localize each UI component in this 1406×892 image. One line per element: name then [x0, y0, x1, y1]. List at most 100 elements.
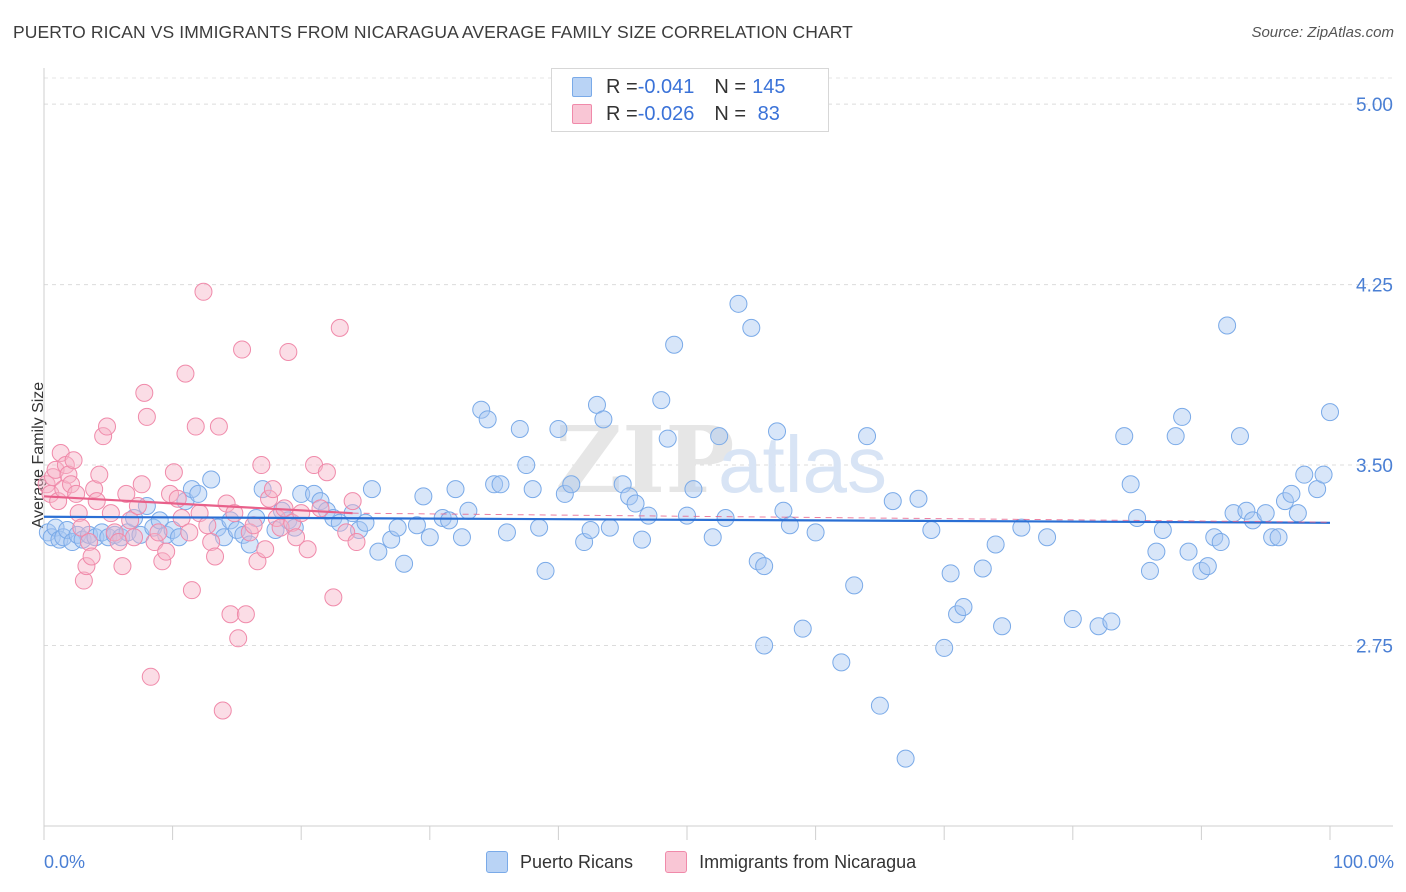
point-puerto-rican [710, 427, 729, 446]
correlation-legend: R = -0.041 N = 145 R = -0.026 N = 83 [551, 68, 829, 132]
point-nicaragua [77, 557, 96, 576]
point-puerto-rican [292, 484, 311, 503]
point-puerto-rican [1282, 484, 1301, 503]
point-nicaragua [343, 492, 362, 511]
point-puerto-rican [407, 516, 426, 535]
point-puerto-rican [1166, 427, 1185, 446]
point-puerto-rican [253, 480, 272, 499]
point-puerto-rican [362, 480, 381, 499]
point-puerto-rican [768, 422, 787, 441]
series-legend-nicaragua: Immigrants from Nicaragua [665, 851, 916, 873]
point-nicaragua [292, 504, 311, 523]
legend-row-puerto-rican: R = -0.041 N = 145 [572, 74, 785, 100]
point-puerto-rican [1288, 504, 1307, 523]
point-puerto-rican [369, 542, 388, 561]
point-nicaragua [82, 547, 101, 566]
point-puerto-rican [678, 506, 696, 525]
point-nicaragua [125, 528, 144, 547]
point-nicaragua [176, 364, 195, 383]
point-puerto-rican [665, 335, 684, 354]
point-nicaragua [149, 523, 168, 542]
point-puerto-rican [1198, 557, 1217, 576]
point-puerto-rican [497, 523, 516, 542]
point-puerto-rican [581, 521, 600, 540]
point-puerto-rican [1256, 504, 1275, 523]
legend-swatch-nicaragua [572, 104, 592, 124]
series-swatch-puerto-rican [486, 851, 508, 873]
point-puerto-rican [452, 528, 471, 547]
legend-r-label: R = [606, 75, 638, 98]
point-nicaragua [256, 540, 275, 559]
point-nicaragua [233, 340, 252, 359]
point-puerto-rican [896, 749, 915, 768]
point-puerto-rican [478, 410, 497, 429]
point-puerto-rican [954, 598, 973, 617]
point-puerto-rican [485, 475, 504, 494]
point-puerto-rican [1173, 407, 1192, 426]
point-puerto-rican [1012, 518, 1031, 537]
point-puerto-rican [459, 501, 478, 520]
point-puerto-rican [189, 484, 208, 503]
point-nicaragua [347, 533, 366, 552]
point-nicaragua [180, 523, 199, 542]
legend-n-label: N = [714, 102, 747, 125]
series-legend: Puerto Ricans Immigrants from Nicaragua [486, 851, 948, 873]
point-puerto-rican [440, 511, 459, 530]
point-puerto-rican [909, 489, 928, 508]
point-puerto-rican [1295, 465, 1314, 484]
point-nicaragua [98, 417, 117, 436]
point-puerto-rican [420, 528, 439, 547]
point-puerto-rican [311, 492, 330, 511]
series-legend-puerto-rican: Puerto Ricans [486, 851, 633, 873]
point-nicaragua [330, 318, 349, 337]
point-nicaragua [90, 465, 109, 484]
point-puerto-rican [600, 518, 619, 537]
point-nicaragua [209, 417, 228, 436]
point-nicaragua [260, 489, 279, 508]
point-puerto-rican [941, 564, 960, 583]
point-puerto-rican [549, 419, 568, 438]
legend-r-label: R = [606, 102, 638, 125]
point-nicaragua [324, 588, 343, 607]
point-nicaragua [141, 667, 160, 686]
point-nicaragua [229, 629, 248, 648]
point-nicaragua [105, 523, 124, 542]
point-puerto-rican [1275, 492, 1294, 511]
point-puerto-rican [658, 429, 677, 448]
point-nicaragua [37, 475, 56, 494]
point-puerto-rican [1179, 542, 1198, 561]
point-puerto-rican [870, 696, 889, 715]
point-puerto-rican [536, 561, 555, 580]
point-puerto-rican [46, 518, 65, 537]
point-puerto-rican [472, 400, 491, 419]
point-puerto-rican [755, 636, 774, 655]
point-puerto-rican [632, 530, 651, 549]
point-puerto-rican [395, 554, 414, 573]
point-puerto-rican [883, 492, 902, 511]
point-puerto-rican [1314, 465, 1333, 484]
point-puerto-rican [716, 508, 735, 527]
series-label-puerto-rican: Puerto Ricans [520, 851, 634, 872]
point-nicaragua [64, 451, 83, 470]
point-puerto-rican [973, 559, 992, 578]
point-puerto-rican [858, 427, 877, 446]
legend-r-value: -0.041 [637, 75, 695, 98]
trend-line-nicaragua [43, 495, 353, 515]
point-nicaragua [164, 463, 183, 482]
point-nicaragua [298, 540, 317, 559]
y-tick-label: 3.50 [1356, 456, 1393, 477]
legend-swatch-puerto-rican [572, 77, 592, 97]
point-puerto-rican [806, 523, 825, 542]
y-tick-label: 4.25 [1356, 276, 1393, 297]
point-puerto-rican [388, 518, 407, 537]
point-puerto-rican [755, 557, 774, 576]
point-nicaragua [217, 494, 236, 513]
chart-source: Source: ZipAtlas.com [1251, 24, 1394, 41]
series-label-nicaragua: Immigrants from Nicaragua [699, 851, 917, 872]
point-nicaragua [271, 518, 290, 537]
point-puerto-rican [1128, 508, 1147, 527]
point-nicaragua [113, 557, 132, 576]
point-puerto-rican [832, 653, 851, 672]
point-nicaragua [157, 542, 176, 561]
